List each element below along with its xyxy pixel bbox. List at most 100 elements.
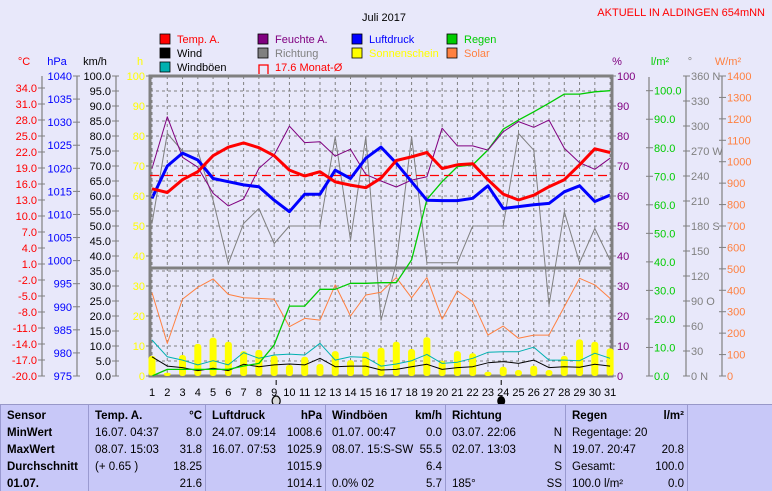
- axis-tick-label-solar: 1400: [727, 71, 751, 83]
- table-row: 21.6: [95, 478, 202, 491]
- day-label: 21: [451, 387, 463, 399]
- axis-tick-label-sunshine-hours: 100: [127, 71, 145, 83]
- axis-tick-label-solar: 900: [727, 178, 745, 190]
- table-cell-label: 19.07. 20:47: [572, 444, 636, 456]
- axis-tick-label-rain: 70.0: [654, 171, 675, 183]
- axis-tick-label-hpa: 985: [54, 325, 72, 337]
- plot-area: 1 2 3 4 5 6 7 8 9 10 11 12 13 14 15 16 17 18 19 20 21 22 23 24 2…: [148, 74, 616, 404]
- axis-tick-label-rain: 100.0: [654, 86, 682, 98]
- table-cell-label: 02.07. 13:03: [452, 444, 516, 456]
- axis-tick-label-sunshine-hours: 70: [133, 161, 145, 173]
- table-row: 0.0% 02 5.7: [332, 478, 442, 491]
- axis-tick-label-hpa: 980: [54, 348, 72, 360]
- axis-tick-label-kmh: 65.0: [90, 176, 111, 188]
- legend-swatch-8: [446, 33, 458, 45]
- axis-tick-label-celsius: 10.0: [16, 211, 37, 223]
- axis-tick-label-kmh: 0.0: [96, 371, 111, 383]
- table-row: 6.4: [332, 461, 442, 478]
- axis-tick-label-solar: 1200: [727, 114, 751, 126]
- axis-unit-hpa: hPa: [47, 56, 67, 68]
- axis-tick-label-solar: 500: [727, 264, 745, 276]
- axis-tick-label-hpa: 1030: [48, 117, 72, 129]
- axis-unit-sunshine-hours: h: [137, 56, 143, 68]
- table-row: 24.07. 09:14 1008.6: [212, 427, 322, 444]
- table-cell-value: SS: [546, 478, 562, 490]
- axis-tick-label-kmh: 85.0: [90, 116, 111, 128]
- axis-tick-label-solar: 800: [727, 200, 745, 212]
- sunshine-bar: [209, 337, 217, 376]
- table-row: 08.07. 15:03 31.8: [95, 444, 202, 461]
- sunshine-bar: [499, 366, 507, 376]
- axis-tick-label-celsius: 13.0: [16, 195, 37, 207]
- axis-tick-label-kmh: 90.0: [90, 101, 111, 113]
- sunshine-bar: [392, 341, 400, 376]
- legend-label: Sonnenschein: [369, 48, 439, 60]
- sunshine-bar: [331, 351, 339, 376]
- table-row: 01.07.: [7, 478, 85, 491]
- day-label: 26: [528, 387, 540, 399]
- table-column-2: Luftdruck hPa 24.07. 09:14 1008.6 16.07. 07:…: [205, 405, 326, 491]
- table-cell-value: 31.8: [179, 444, 202, 456]
- axis-tick-label-sunshine-hours: 0: [139, 371, 145, 383]
- full-moon-icon: [271, 395, 281, 404]
- axis-tick-label-solar: 600: [727, 242, 745, 254]
- axis-tick-label-rain: 0.0: [654, 371, 669, 383]
- axis-unit-rain: l/m²: [651, 56, 670, 68]
- axis-tick-label-hpa: 975: [54, 371, 72, 383]
- day-label: 18: [405, 387, 417, 399]
- axis-tick-label-rain: 50.0: [654, 228, 675, 240]
- legend-swatch-1: [159, 47, 171, 59]
- axis-tick-label-solar: 200: [727, 328, 745, 340]
- axis-tick-label-humidity-percent: 90: [617, 101, 629, 113]
- axis-tick-label-direction: 30: [691, 346, 703, 358]
- table-row: 1015.9: [212, 461, 322, 478]
- sunshine-bar: [560, 355, 568, 376]
- sunshine-bar: [423, 337, 431, 376]
- rain-line: [151, 90, 611, 377]
- legend-label: Feuchte A.: [275, 34, 328, 46]
- day-label: 9: [271, 387, 277, 399]
- day-label: 11: [299, 387, 310, 399]
- axis-tick-label-celsius: 16.0: [16, 179, 37, 191]
- legend-swatch-0: [159, 33, 171, 45]
- day-label: 24: [497, 387, 509, 399]
- sunshine-bar: [362, 351, 370, 376]
- table-cell-label: 24.07. 09:14: [212, 427, 276, 439]
- day-label: 4: [195, 387, 201, 399]
- day-label: 5: [210, 387, 216, 399]
- table-cell-value: 0.0: [668, 478, 684, 490]
- day-label: 27: [543, 387, 555, 399]
- axis-tick-label-direction: 360 N: [691, 71, 720, 83]
- day-label: 6: [225, 387, 231, 399]
- axis-unit-solar: W/m²: [715, 56, 742, 68]
- table-cell-value: 8.0: [186, 427, 202, 439]
- axis-tick-label-celsius: 28.0: [16, 115, 37, 127]
- axis-tick-label-sunshine-hours: 80: [133, 131, 145, 143]
- table-row: 19.07. 20:47 20.8: [572, 444, 684, 461]
- table-cell-label: MaxWert: [7, 444, 55, 456]
- axis-tick-label-humidity-percent: 100: [617, 71, 635, 83]
- humidity-line: [151, 116, 611, 207]
- axis-unit-celsius: °C: [18, 56, 30, 68]
- table-row: Regentage: 20: [572, 427, 684, 444]
- axis-tick-label-direction: 150: [691, 246, 709, 258]
- axis-tick-label-sunshine-hours: 90: [133, 101, 145, 113]
- legend-label: Windböen: [177, 62, 227, 74]
- table-row: 185° SS: [452, 478, 562, 491]
- legend-swatch-2: [159, 61, 171, 73]
- axis-tick-label-direction: 210: [691, 196, 709, 208]
- table-cell-label: 16.07. 07:53: [212, 444, 276, 456]
- monthly-mean-icon: [258, 64, 269, 74]
- axis-tick-label-celsius: -11.0: [13, 323, 37, 335]
- table-cell-label: MinWert: [7, 427, 53, 439]
- axis-tick-label-celsius: 22.0: [16, 147, 37, 159]
- axis-tick-label-kmh: 75.0: [90, 146, 111, 158]
- table-cell-value: 20.8: [661, 444, 684, 456]
- axis-tick-label-direction: 0 N: [691, 371, 708, 383]
- weather-chart: Juli 2017 AKTUELL IN ALDINGEN 654mNN Tem…: [12, 7, 765, 404]
- axis-tick-label-kmh: 95.0: [90, 86, 111, 98]
- axis-tick-label-humidity-percent: 80: [617, 131, 629, 143]
- column-header: Regen: [572, 410, 608, 422]
- axis-tick-label-kmh: 5.0: [96, 356, 111, 368]
- day-label: 31: [604, 387, 616, 399]
